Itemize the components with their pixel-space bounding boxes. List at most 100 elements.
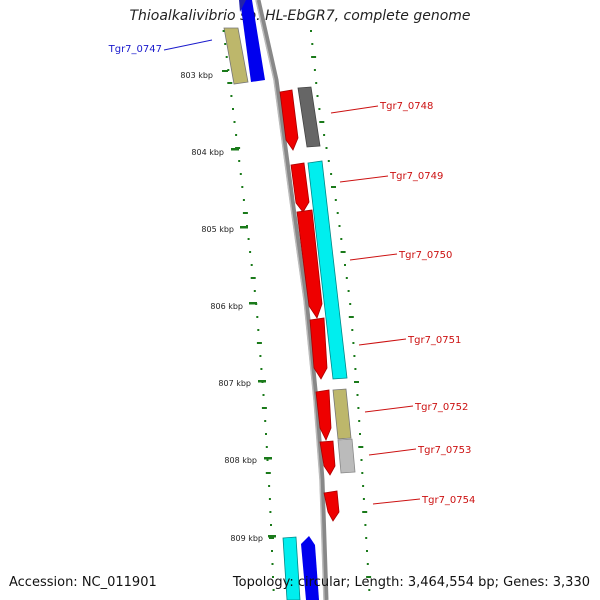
gc-skew-dot bbox=[358, 420, 361, 422]
gc-skew-track-left bbox=[222, 30, 275, 591]
gc-skew-dot bbox=[261, 407, 267, 409]
gc-skew-dot bbox=[266, 459, 269, 461]
tick-809: 809 kbp bbox=[230, 534, 263, 543]
gc-skew-dot bbox=[239, 173, 242, 175]
gene-Tgr7_0751[interactable] bbox=[309, 317, 328, 380]
tick-805: 805 kbp bbox=[201, 225, 234, 234]
gc-skew-dot bbox=[227, 69, 230, 71]
gc-skew-dot bbox=[338, 225, 341, 227]
label-Tgr7_0753[interactable]: Tgr7_0753 bbox=[417, 445, 471, 456]
gc-skew-dot bbox=[334, 199, 337, 201]
gc-skew-dot bbox=[345, 277, 348, 279]
gc-skew-dot bbox=[232, 108, 234, 110]
gc-skew-dot bbox=[268, 498, 271, 500]
gc-skew-dot bbox=[256, 342, 262, 344]
gc-skew-dot bbox=[313, 69, 316, 71]
gene-labels: Tgr7_0747 Tgr7_0748 Tgr7_0749 Tgr7_0750 … bbox=[108, 39, 475, 506]
gc-skew-dot bbox=[368, 589, 371, 591]
gene-Tgr7_0750[interactable] bbox=[296, 209, 323, 319]
gc-skew-dot bbox=[357, 407, 360, 409]
gc-skew-dot bbox=[253, 290, 256, 292]
gc-skew-dot bbox=[269, 511, 272, 513]
gc-skew-dot bbox=[348, 316, 354, 318]
gene-Tgr7_0748[interactable] bbox=[279, 89, 299, 151]
gc-skew-dot bbox=[225, 56, 228, 58]
gc-skew-dot bbox=[272, 589, 275, 591]
gc-skew-dot bbox=[256, 316, 259, 318]
gc-skew-dot bbox=[233, 121, 236, 123]
gc-skew-dot bbox=[336, 212, 339, 214]
gc-skew-dot bbox=[359, 433, 361, 435]
gc-skew-dot bbox=[224, 43, 227, 45]
label-Tgr7_0751[interactable]: Tgr7_0751 bbox=[407, 335, 461, 346]
backbone-highlight bbox=[255, 0, 325, 600]
gc-skew-dot bbox=[327, 160, 330, 162]
gc-skew-dot bbox=[325, 147, 328, 149]
tick-804: 804 kbp bbox=[191, 148, 224, 157]
gc-skew-dot bbox=[362, 511, 368, 513]
gc-skew-dot bbox=[358, 446, 364, 448]
tick-806: 806 kbp bbox=[210, 302, 243, 311]
gc-skew-dot bbox=[270, 524, 272, 526]
label-Tgr7_0752[interactable]: Tgr7_0752 bbox=[414, 402, 468, 413]
gc-skew-dot bbox=[347, 290, 350, 292]
gc-skew-dot bbox=[271, 563, 274, 565]
gc-skew-dot bbox=[230, 95, 233, 97]
gc-skew-dot bbox=[366, 576, 372, 578]
label-Tgr7_0750[interactable]: Tgr7_0750 bbox=[398, 250, 452, 261]
cog-bar-Tgr7_0748 bbox=[297, 86, 321, 148]
gene-Tgr7_0752[interactable] bbox=[315, 389, 332, 441]
tick-808: 808 kbp bbox=[224, 456, 257, 465]
gc-skew-dot bbox=[250, 277, 256, 279]
gc-skew-dot bbox=[227, 82, 233, 84]
gc-skew-dot bbox=[259, 355, 262, 357]
gc-skew-dot bbox=[222, 30, 225, 32]
label-Tgr7_0748[interactable]: Tgr7_0748 bbox=[379, 101, 433, 112]
gc-skew-dot bbox=[238, 160, 241, 162]
gc-skew-dot bbox=[323, 134, 326, 136]
gene-Tgr7_0749[interactable] bbox=[290, 162, 310, 213]
gene-Tgr7_0747-bar[interactable] bbox=[240, 0, 265, 82]
gene-Tgr7_0754[interactable] bbox=[323, 490, 340, 522]
gc-skew-dot bbox=[264, 420, 267, 422]
map-title: Thioalkalivibrio sp. HL-EbGR7, complete … bbox=[129, 8, 471, 24]
gc-skew-dot bbox=[268, 485, 271, 487]
gc-skew-track-right bbox=[310, 30, 372, 591]
gc-skew-dot bbox=[318, 108, 321, 110]
cog-bar-Tgr7_0752 bbox=[332, 388, 352, 440]
gc-skew-dot bbox=[247, 238, 250, 240]
gc-skew-dot bbox=[351, 329, 354, 331]
gc-skew-dot bbox=[366, 563, 369, 565]
gc-skew-dot bbox=[344, 264, 346, 266]
gc-skew-dot bbox=[366, 550, 368, 552]
gc-skew-dot bbox=[249, 251, 252, 253]
gc-skew-dot bbox=[361, 472, 364, 474]
gc-skew-dot bbox=[354, 368, 357, 370]
gc-skew-dot bbox=[365, 537, 368, 539]
cog-bar-Tgr7_0753 bbox=[337, 438, 356, 474]
label-Tgr7_0747[interactable]: Tgr7_0747 bbox=[108, 44, 162, 55]
gc-skew-dot bbox=[360, 459, 363, 461]
gc-skew-dot bbox=[235, 134, 238, 136]
gene-Tgr7_0753[interactable] bbox=[319, 440, 336, 476]
kbp-ticks: 803 kbp 804 kbp 805 kbp 806 kbp 807 kbp … bbox=[180, 70, 276, 543]
gc-skew-dot bbox=[315, 82, 318, 84]
gc-skew-dot bbox=[242, 212, 248, 214]
tick-807: 807 kbp bbox=[218, 379, 251, 388]
cog-bar bbox=[223, 27, 249, 85]
gc-skew-dot bbox=[311, 56, 317, 58]
backbone-line bbox=[255, 0, 329, 600]
gc-skew-dot bbox=[265, 472, 271, 474]
gc-skew-dot bbox=[362, 485, 365, 487]
gc-skew-dot bbox=[340, 238, 343, 240]
label-Tgr7_0749[interactable]: Tgr7_0749 bbox=[389, 171, 443, 182]
gc-skew-dot bbox=[319, 121, 325, 123]
cog-bar-bottom bbox=[282, 536, 301, 600]
label-Tgr7_0754[interactable]: Tgr7_0754 bbox=[421, 495, 475, 506]
gc-skew-dot bbox=[242, 199, 245, 201]
gc-skew-dot bbox=[311, 43, 314, 45]
gc-skew-dot bbox=[265, 433, 267, 435]
topology-text: Topology: circular; Length: 3,464,554 bp… bbox=[232, 575, 590, 590]
gc-skew-dot bbox=[340, 251, 346, 253]
gc-skew-dot bbox=[257, 329, 260, 331]
